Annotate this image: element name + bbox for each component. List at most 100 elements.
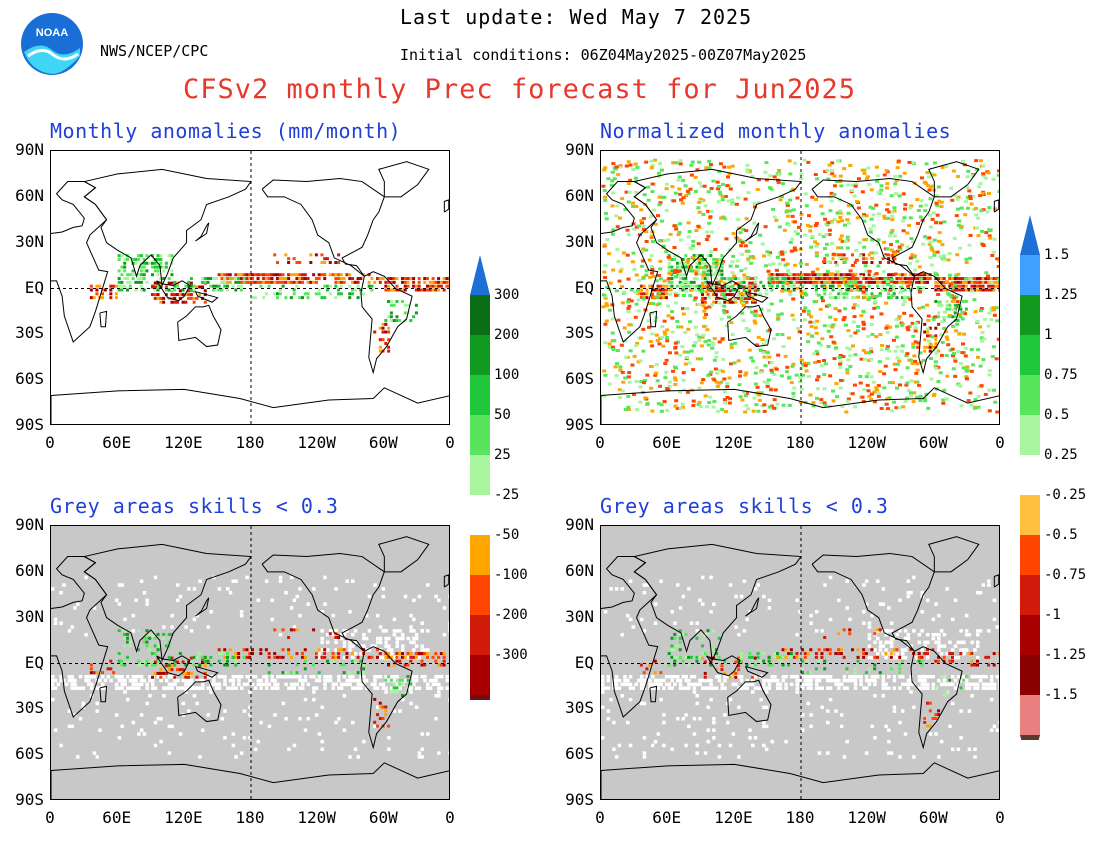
skill-area bbox=[270, 598, 274, 603]
anomaly-cell bbox=[765, 384, 770, 388]
anomaly-cell bbox=[651, 208, 656, 212]
skill-area bbox=[920, 678, 924, 683]
anomaly-cell bbox=[820, 273, 824, 277]
anomaly-cell bbox=[156, 254, 160, 258]
anomaly-cell bbox=[289, 655, 293, 659]
skill-area bbox=[148, 694, 152, 698]
anomaly-cell bbox=[926, 280, 929, 284]
anomaly-cell bbox=[977, 185, 982, 189]
anomaly-cell bbox=[779, 299, 784, 303]
anomaly-cell bbox=[126, 277, 129, 281]
anomaly-cell bbox=[711, 179, 716, 183]
skill-area bbox=[151, 686, 155, 690]
anomaly-cell bbox=[945, 374, 950, 378]
anomaly-cell bbox=[964, 280, 968, 284]
anomaly-cell bbox=[910, 255, 915, 259]
anomaly-cell bbox=[695, 636, 699, 640]
skill-area bbox=[370, 682, 374, 687]
anomaly-cell bbox=[292, 273, 296, 277]
skill-area bbox=[609, 587, 613, 591]
anomaly-cell bbox=[785, 282, 790, 286]
skill-area bbox=[117, 736, 122, 740]
anomaly-cell bbox=[711, 343, 716, 347]
skill-area bbox=[409, 686, 413, 690]
anomaly-cell bbox=[131, 257, 135, 261]
anomaly-cell bbox=[153, 269, 157, 273]
skill-area bbox=[781, 674, 786, 679]
skill-area bbox=[681, 594, 686, 599]
skill-area bbox=[784, 682, 788, 687]
anomaly-cell bbox=[412, 315, 416, 319]
anomaly-cell bbox=[881, 284, 885, 288]
skill-area bbox=[264, 682, 269, 687]
anomaly-cell bbox=[853, 272, 858, 276]
anomaly-cell bbox=[167, 288, 171, 292]
skill-area bbox=[187, 678, 191, 683]
anomaly-cell bbox=[662, 239, 667, 243]
anomaly-cell bbox=[134, 280, 138, 284]
anomaly-cell bbox=[806, 309, 811, 313]
anomaly-cell bbox=[839, 648, 843, 652]
anomaly-cell bbox=[687, 655, 691, 659]
anomaly-cell bbox=[923, 720, 927, 724]
anomaly-cell bbox=[692, 280, 696, 284]
anomaly-cell bbox=[992, 284, 996, 288]
anomaly-cell bbox=[702, 324, 707, 328]
anomaly-cell bbox=[744, 294, 749, 298]
anomaly-cell bbox=[334, 273, 338, 277]
skill-area bbox=[114, 674, 119, 679]
skill-area bbox=[828, 575, 833, 580]
anomaly-cell bbox=[614, 214, 619, 218]
anomaly-cell bbox=[744, 229, 749, 233]
skill-area bbox=[301, 686, 305, 690]
skill-area bbox=[959, 640, 963, 645]
anomaly-cell bbox=[776, 313, 781, 317]
anomaly-cell bbox=[781, 663, 785, 667]
anomaly-cell bbox=[409, 652, 413, 656]
anomaly-cell bbox=[195, 675, 199, 679]
skill-area bbox=[198, 686, 202, 690]
skill-area bbox=[931, 682, 936, 687]
anomaly-cell bbox=[854, 199, 859, 203]
skill-area bbox=[876, 652, 880, 656]
anomaly-cell bbox=[862, 253, 866, 257]
skill-area bbox=[181, 686, 186, 690]
anomaly-cell bbox=[862, 652, 866, 656]
anomaly-cell bbox=[628, 178, 633, 182]
anomaly-cell bbox=[890, 218, 895, 222]
skill-area bbox=[767, 606, 772, 610]
anomaly-cell bbox=[378, 705, 382, 709]
skill-area bbox=[795, 678, 799, 683]
lat-label: 30N bbox=[15, 231, 44, 251]
anomaly-cell bbox=[876, 277, 879, 281]
anomaly-cell bbox=[439, 284, 443, 288]
anomaly-cell bbox=[702, 309, 707, 313]
anomaly-cell bbox=[744, 392, 749, 396]
anomaly-cell bbox=[401, 288, 404, 292]
skill-area bbox=[887, 629, 891, 633]
skill-area bbox=[953, 655, 958, 660]
anomaly-cell bbox=[785, 203, 790, 207]
anomaly-cell bbox=[337, 277, 341, 281]
skill-area bbox=[948, 640, 952, 645]
anomaly-cell bbox=[750, 174, 755, 178]
anomaly-cell bbox=[678, 265, 682, 269]
anomaly-cell bbox=[984, 176, 989, 180]
skill-area bbox=[764, 686, 769, 690]
anomaly-cell bbox=[776, 277, 779, 281]
anomaly-cell bbox=[954, 214, 959, 218]
coastline bbox=[177, 304, 222, 348]
anomaly-cell bbox=[856, 277, 860, 281]
skill-area bbox=[770, 739, 774, 744]
skill-area bbox=[762, 720, 766, 725]
anomaly-cell bbox=[926, 345, 929, 349]
anomaly-cell bbox=[976, 284, 979, 288]
anomaly-cell bbox=[995, 257, 999, 261]
skill-area bbox=[628, 697, 633, 702]
skill-area bbox=[912, 755, 916, 759]
anomaly-cell bbox=[178, 296, 182, 300]
anomaly-cell bbox=[862, 655, 866, 659]
anomaly-cell bbox=[640, 264, 645, 268]
coastline bbox=[194, 666, 219, 678]
anomaly-cell bbox=[862, 273, 866, 277]
